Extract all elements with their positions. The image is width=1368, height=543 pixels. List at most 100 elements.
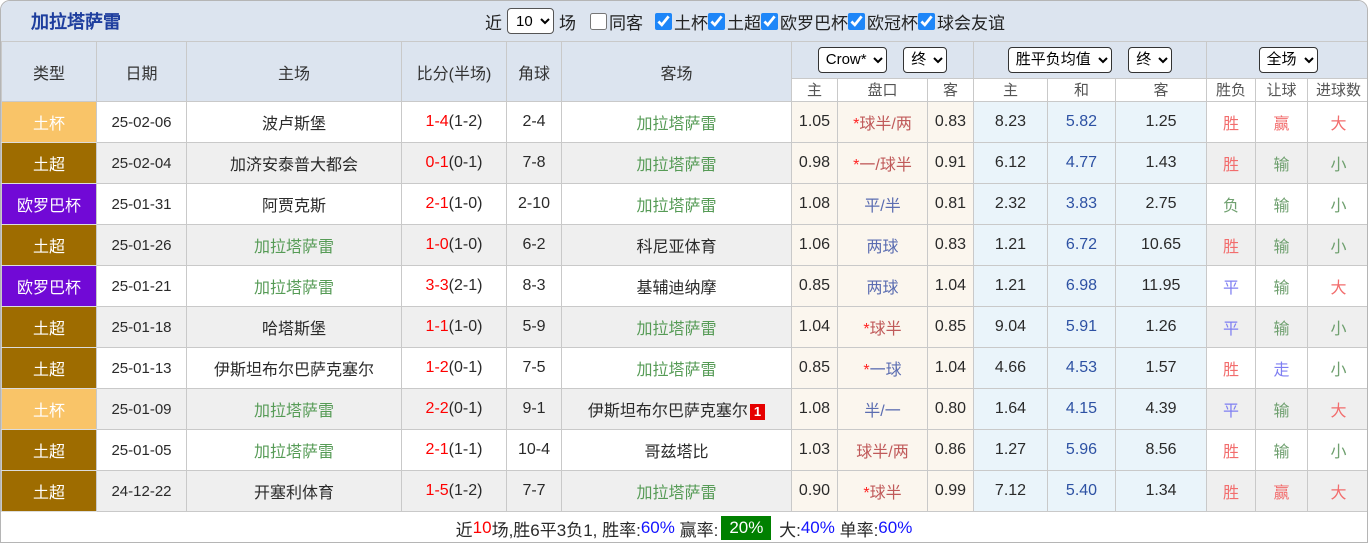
summary-segment: 赢率: (674, 520, 719, 540)
subcol-odds-home: 主 (791, 77, 838, 103)
league-cell: 土超 (1, 347, 97, 389)
match-scope-select[interactable]: 全场 (1258, 46, 1318, 73)
same-venue-label: 同客 (609, 13, 643, 33)
avg-away-cell: 10.65 (1114, 224, 1208, 266)
home-team-cell: 伊斯坦布尔巴萨克塞尔 (186, 347, 402, 389)
goals-cell: 小 (1307, 142, 1367, 184)
col-header-away: 客场 (561, 41, 792, 102)
subcol-avg-home: 主 (973, 77, 1048, 103)
filter-controls: 近 10 场 同客 土杯 土超 欧罗巴杯 欧冠杯 球会友谊 (485, 1, 1005, 41)
odds-home-cell: 0.85 (791, 347, 838, 389)
table-row: 土超 25-02-04 加济安泰普大都会 0-1(0-1) 7-8 加拉塔萨雷 0.98 *一… (1, 142, 1367, 184)
bookmaker-time-select[interactable]: 终 (903, 46, 948, 73)
avg-draw-cell: 6.98 (1047, 265, 1116, 307)
subcol-odds-away: 客 (927, 77, 974, 103)
away-team-cell: 科尼亚体育 (561, 224, 792, 266)
league-checkbox[interactable] (918, 12, 935, 30)
league-checkbox-label: 土超 (727, 13, 761, 33)
avg-away-cell: 4.39 (1114, 388, 1208, 430)
summary-segment: 20% (721, 516, 772, 540)
handicap-result-cell: 走 (1255, 347, 1309, 389)
avg-away-cell: 1.43 (1114, 142, 1208, 184)
recent-label: 近 (485, 13, 502, 33)
handicap-result-cell: 输 (1255, 183, 1309, 225)
handicap-result-cell: 输 (1255, 306, 1309, 348)
col-header-date: 日期 (96, 41, 187, 102)
league-cell: 欧罗巴杯 (1, 183, 97, 225)
home-team-cell: 加拉塔萨雷 (186, 429, 402, 471)
avg-odds-select[interactable]: 胜平负均值 (1007, 46, 1112, 73)
league-cell: 土超 (1, 306, 97, 348)
recent-count-select[interactable]: 10 (507, 8, 554, 34)
goals-cell: 小 (1307, 224, 1367, 266)
summary-segment: 场,胜6平3负1, 胜率: (491, 520, 641, 540)
avg-draw-cell: 3.83 (1047, 183, 1116, 225)
result-cell: 平 (1206, 388, 1257, 430)
away-team-cell: 基辅迪纳摩 (561, 265, 792, 307)
score-cell: 1-5(1-2) (401, 470, 507, 512)
goals-cell: 大 (1307, 265, 1367, 307)
score-cell: 0-1(0-1) (401, 142, 507, 184)
league-checkbox[interactable] (848, 12, 865, 30)
summary-segment: 单率: (834, 520, 879, 540)
score-cell: 1-2(0-1) (401, 347, 507, 389)
bookmaker-select[interactable]: Crow* (817, 46, 887, 73)
avg-home-cell: 7.12 (973, 470, 1048, 512)
result-cell: 胜 (1206, 470, 1257, 512)
avg-home-cell: 1.64 (973, 388, 1048, 430)
avg-draw-cell: 5.96 (1047, 429, 1116, 471)
col-header-home: 主场 (186, 41, 402, 102)
avg-away-cell: 1.25 (1114, 101, 1208, 143)
odds-away-cell: 0.83 (927, 224, 974, 266)
date-cell: 25-01-13 (96, 347, 187, 389)
avg-draw-cell: 4.15 (1047, 388, 1116, 430)
odds-home-cell: 0.85 (791, 265, 838, 307)
league-filter: 土超 (708, 9, 761, 34)
result-cell: 胜 (1206, 142, 1257, 184)
league-checkbox-label: 欧罗巴杯 (780, 13, 848, 33)
matches-label: 场 (559, 13, 576, 33)
league-checkbox[interactable] (761, 12, 778, 30)
home-team-cell: 阿贾克斯 (186, 183, 402, 225)
handicap-result-cell: 赢 (1255, 101, 1309, 143)
away-team-cell: 哥兹塔比 (561, 429, 792, 471)
handicap-cell: 两球 (837, 224, 928, 266)
same-venue-checkbox[interactable] (590, 12, 607, 30)
league-cell: 土超 (1, 142, 97, 184)
table-row: 土超 25-01-18 哈塔斯堡 1-1(1-0) 5-9 加拉塔萨雷 1.04 *球半 0.8… (1, 306, 1367, 348)
corner-cell: 7-8 (506, 142, 562, 184)
avg-away-cell: 8.56 (1114, 429, 1208, 471)
league-checkbox[interactable] (708, 12, 725, 30)
avg-away-cell: 2.75 (1114, 183, 1208, 225)
odds-home-cell: 0.90 (791, 470, 838, 512)
table-row: 土杯 25-02-06 波卢斯堡 1-4(1-2) 2-4 加拉塔萨雷 1.05 *球半/两 0… (1, 101, 1367, 143)
summary-segment: 40% (800, 518, 835, 537)
handicap-result-cell: 赢 (1255, 470, 1309, 512)
scope-header: 全场 (1206, 41, 1367, 79)
avg-draw-cell: 5.82 (1047, 101, 1116, 143)
avg-home-cell: 1.27 (973, 429, 1048, 471)
league-cell: 土超 (1, 224, 97, 266)
goals-cell: 大 (1307, 101, 1367, 143)
result-cell: 胜 (1206, 347, 1257, 389)
league-cell: 土杯 (1, 388, 97, 430)
avg-time-select[interactable]: 终 (1128, 46, 1173, 73)
away-team-cell: 加拉塔萨雷 (561, 470, 792, 512)
score-cell: 3-3(2-1) (401, 265, 507, 307)
league-checkbox[interactable] (655, 12, 672, 30)
goals-cell: 小 (1307, 183, 1367, 225)
handicap-result-cell: 输 (1255, 142, 1309, 184)
goals-cell: 小 (1307, 347, 1367, 389)
corner-cell: 8-3 (506, 265, 562, 307)
subcol-avg-draw: 和 (1047, 77, 1116, 103)
handicap-cell: 球半/两 (837, 429, 928, 471)
away-team-cell: 加拉塔萨雷 (561, 142, 792, 184)
handicap-cell: *球半/两 (837, 101, 928, 143)
avg-home-cell: 1.21 (973, 265, 1048, 307)
handicap-cell: *球半 (837, 470, 928, 512)
date-cell: 25-01-31 (96, 183, 187, 225)
date-cell: 25-01-09 (96, 388, 187, 430)
result-cell: 负 (1206, 183, 1257, 225)
bookmaker-odds-header: Crow* 终 (791, 41, 974, 79)
